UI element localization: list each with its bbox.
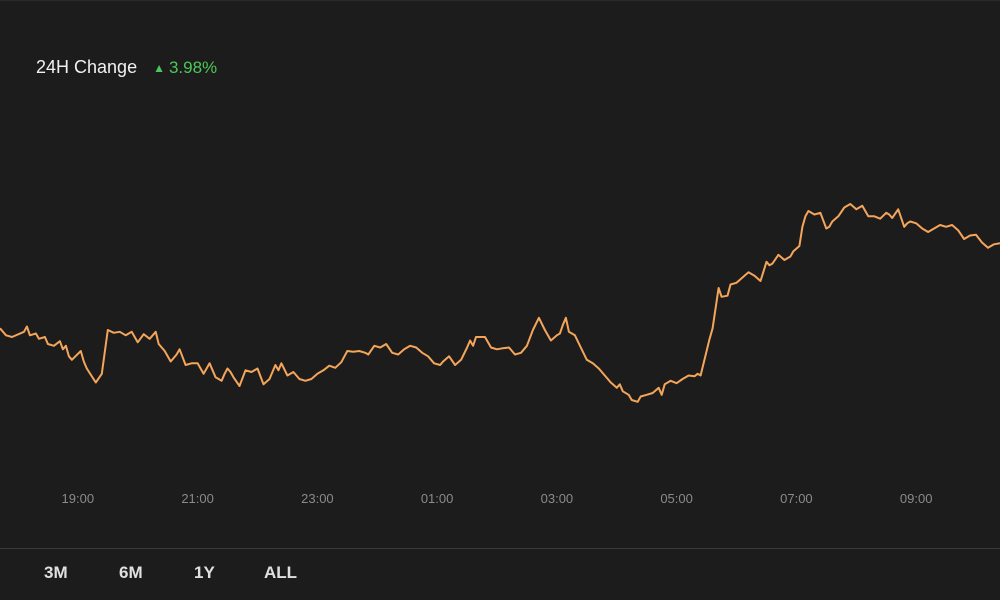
range-tab-6m[interactable]: 6M — [119, 563, 143, 582]
x-tick-label: 19:00 — [62, 491, 95, 506]
x-tick-label: 03:00 — [541, 491, 574, 506]
change-percent: 3.98% — [168, 57, 218, 77]
triangle-up-icon: ▲ — [153, 61, 165, 75]
series-line-0 — [0, 203, 1000, 403]
chart-header: 24H Change ▲ 3.98% — [36, 57, 217, 78]
x-tick-label: 21:00 — [181, 491, 214, 506]
x-tick-label: 23:00 — [301, 491, 334, 506]
range-tab-all[interactable]: ALL — [264, 563, 298, 582]
x-tick-label: 01:00 — [421, 491, 454, 506]
price-line-chart: 19:00 21:00 23:00 01:00 03:00 05:00 07:00 09:00 — [0, 203, 1000, 506]
range-tabs: 3M 6M 1Y ALL — [0, 549, 1000, 600]
range-divider — [0, 548, 1000, 549]
range-tab-3m[interactable]: 3M — [44, 563, 68, 582]
x-tick-label: 07:00 — [780, 491, 813, 506]
range-tab-1y[interactable]: 1Y — [194, 563, 215, 582]
x-tick-label: 09:00 — [900, 491, 933, 506]
top-border — [0, 0, 1000, 1]
change-label: 24H Change — [36, 57, 138, 77]
change-value: ▲ 3.98% — [153, 58, 217, 78]
x-tick-label: 05:00 — [660, 491, 693, 506]
